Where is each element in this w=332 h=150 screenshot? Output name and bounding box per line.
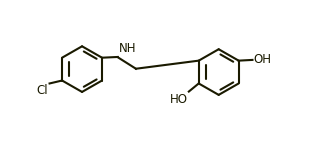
Text: HO: HO	[170, 93, 188, 106]
Text: OH: OH	[253, 53, 272, 66]
Text: Cl: Cl	[37, 84, 48, 97]
Text: NH: NH	[119, 42, 136, 55]
